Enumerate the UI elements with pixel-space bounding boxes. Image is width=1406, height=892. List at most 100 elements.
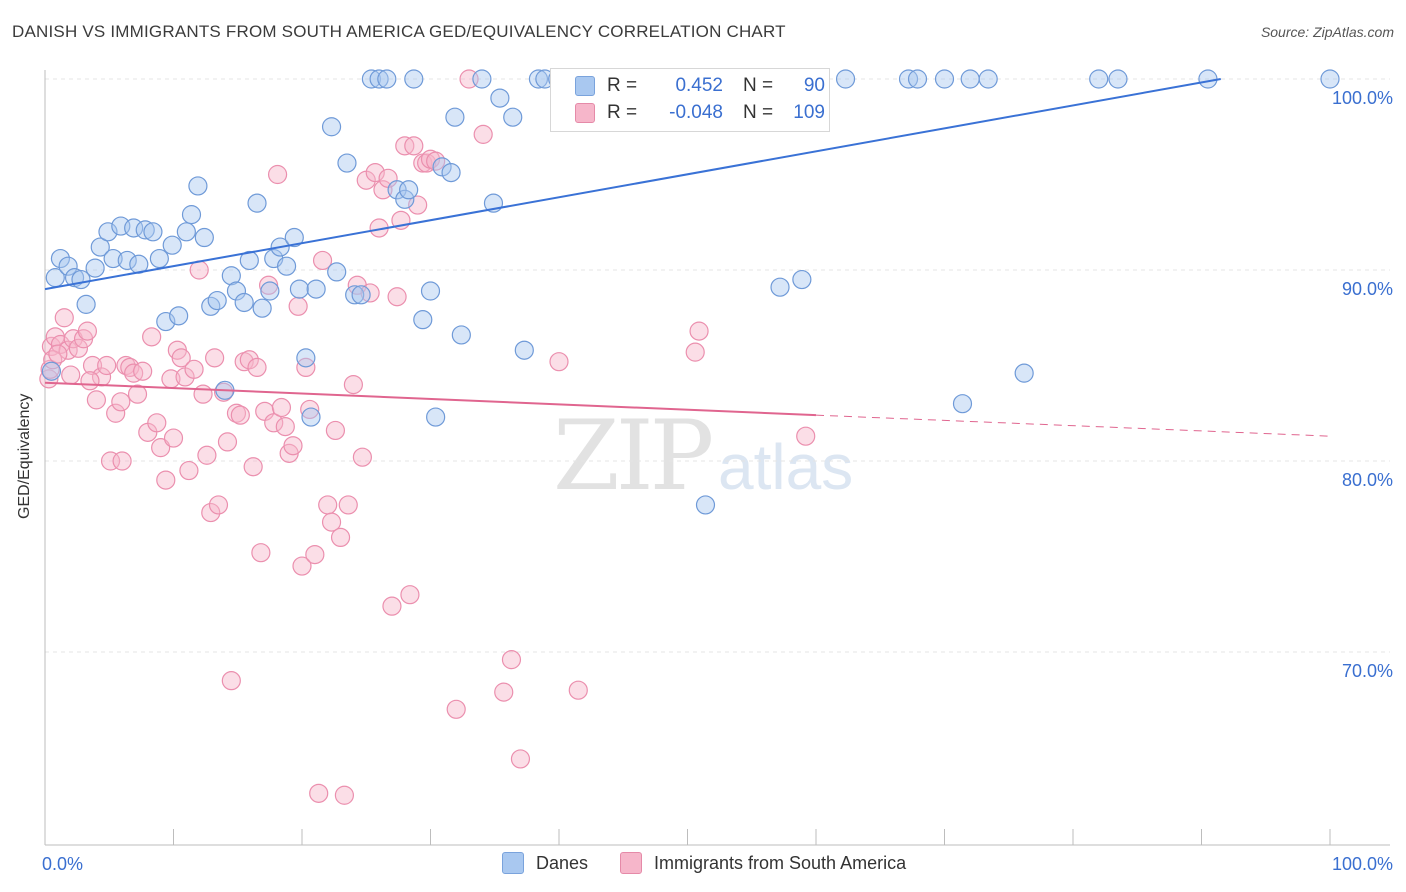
danes-point [1014, 363, 1034, 383]
danes-trend-line [44, 78, 1221, 291]
sa-point [494, 682, 514, 702]
sa-point [156, 470, 176, 490]
danes-point [276, 256, 297, 276]
axes [44, 70, 1390, 846]
sa-point [80, 371, 100, 391]
sa-point [193, 384, 213, 404]
sa-point [334, 785, 355, 805]
danes-point [143, 222, 163, 242]
legend-n-value: 90 [803, 75, 825, 96]
danes-point [306, 279, 326, 299]
danes-point [934, 69, 955, 89]
danes-point [301, 407, 321, 427]
bottom-legend: Danes Immigrants from South America [0, 850, 1406, 880]
danes-point [960, 69, 980, 89]
bottom-legend-danes: Danes [502, 852, 588, 874]
sa-point [318, 495, 338, 515]
danes-point [907, 69, 928, 89]
danes-point [420, 281, 441, 301]
sa-point [343, 375, 363, 395]
sa-point [400, 585, 420, 605]
danes-point [503, 107, 523, 127]
danes-point [445, 107, 465, 127]
sa-point [97, 355, 117, 376]
sa-point [271, 397, 292, 418]
sa-point [205, 348, 225, 368]
bottom-legend-swatch-sa [620, 852, 642, 874]
legend-r-label: R = [607, 75, 638, 96]
danes-point [345, 285, 365, 305]
legend-row-sa: R = -0.048 N = 109 [551, 100, 825, 126]
danes-point [260, 281, 280, 301]
sa-point [338, 495, 358, 515]
y-tick-label: 90.0% [1342, 279, 1393, 299]
sa-point [473, 124, 493, 144]
danes-point [252, 298, 272, 318]
sa-point [243, 457, 263, 477]
chart-title: DANISH VS IMMIGRANTS FROM SOUTH AMERICA … [12, 22, 786, 41]
danes-point [50, 248, 71, 269]
sa-point [163, 428, 184, 448]
bottom-legend-label-sa: Immigrants from South America [654, 852, 907, 873]
sa-point [446, 699, 466, 719]
sa-point [142, 327, 162, 347]
danes-point [194, 227, 214, 248]
y-tick-label: 70.0% [1342, 661, 1393, 681]
legend-swatch-sa [575, 103, 595, 123]
danes-point [188, 176, 208, 196]
sa-point [685, 342, 705, 362]
sa-point [382, 596, 402, 616]
danes-point [351, 285, 371, 305]
danes-point [58, 256, 78, 276]
sa-point [54, 308, 74, 328]
legend-n-label: N = [743, 102, 774, 123]
danes-point [399, 180, 419, 200]
sa-point [61, 365, 81, 385]
danes-point [289, 279, 310, 299]
danes-point [369, 69, 389, 89]
danes-point [952, 394, 973, 414]
sa-point [689, 321, 709, 341]
sa-point [100, 451, 121, 471]
legend: R = 0.452 N = 90 R = -0.048 N = 109 [550, 68, 830, 132]
sa-point [321, 512, 342, 532]
y-axis-label: GED/Equivalency [16, 393, 33, 519]
sa-point [179, 460, 199, 481]
danes-point [472, 69, 492, 89]
sa-point [133, 361, 153, 381]
sa-point [267, 164, 288, 185]
danes-point [149, 248, 169, 269]
danes-point [239, 250, 259, 271]
x-tick-label: 0.0% [42, 854, 83, 874]
sa-point [258, 275, 279, 295]
sa-trend-line [44, 381, 817, 417]
sa-point [147, 413, 167, 433]
sa-point [151, 438, 171, 458]
sa-point [796, 426, 816, 446]
danes-point [451, 325, 471, 345]
x-tick-label: 100.0% [1332, 854, 1393, 874]
sa-point [112, 451, 132, 471]
sa-point [239, 350, 259, 370]
sa-points [39, 69, 816, 805]
sa-point [300, 399, 320, 420]
danes-point [85, 258, 105, 278]
sa-point [352, 447, 372, 467]
danes-point [441, 162, 461, 183]
danes-point [792, 269, 812, 290]
danes-point [169, 306, 189, 326]
sa-point [312, 250, 333, 271]
sa-point [171, 348, 191, 368]
danes-point [490, 88, 510, 108]
sa-point [111, 392, 131, 412]
sa-point [387, 287, 407, 307]
danes-point [247, 193, 267, 213]
legend-n-value: 109 [793, 102, 825, 123]
legend-r-value: 0.452 [675, 75, 723, 96]
sa-point [275, 417, 295, 437]
danes-point [337, 153, 357, 173]
trend-lines [44, 78, 1331, 437]
danes-point [413, 310, 433, 330]
legend-r-label: R = [607, 102, 638, 123]
